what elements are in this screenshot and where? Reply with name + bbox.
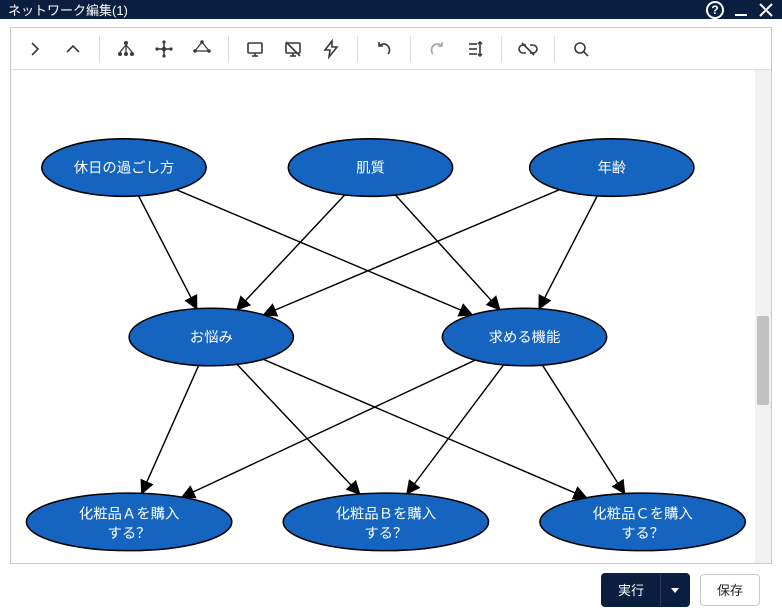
node-age[interactable]: 年齢 [530, 139, 694, 197]
node-label: お悩み [190, 329, 233, 346]
footer: 実行 保存 [10, 564, 772, 616]
edge [237, 364, 360, 494]
node-holiday[interactable]: 休日の過ごし方 [42, 139, 206, 197]
expand-right-icon[interactable] [17, 32, 53, 66]
edge [263, 359, 586, 498]
scrollbar-thumb[interactable] [757, 316, 769, 405]
edge [407, 365, 504, 494]
node-label: する？ [621, 525, 664, 542]
monitor-off-icon[interactable] [275, 32, 311, 66]
run-button[interactable]: 実行 [602, 574, 661, 606]
edge [539, 196, 597, 309]
toolbar-separator [501, 36, 502, 62]
node-buyB[interactable]: 化粧品Ｂを購入する？ [283, 493, 488, 551]
vertical-scrollbar[interactable] [755, 70, 771, 563]
node-label: 肌質 [356, 158, 385, 176]
edge [139, 196, 197, 309]
titlebar-controls: ? [706, 1, 774, 19]
window-title: ネットワーク編集(1) [8, 0, 706, 19]
node-label: 休日の過ごし方 [74, 159, 175, 176]
edge [542, 365, 624, 493]
toolbar [11, 28, 771, 70]
edge [237, 195, 345, 310]
list-settings-icon[interactable] [457, 32, 493, 66]
node-label: する？ [364, 525, 407, 542]
run-dropdown-button[interactable] [661, 574, 689, 606]
node-skin[interactable]: 肌質 [288, 139, 452, 197]
run-button-group: 実行 [601, 573, 690, 607]
node-label: 求める機能 [489, 329, 561, 346]
node-label: 化粧品Ａを購入 [79, 505, 180, 522]
node-feature[interactable]: 求める機能 [442, 308, 606, 366]
app-window: ネットワーク編集(1) ? [0, 0, 782, 598]
node-buyC[interactable]: 化粧品Ｃを購入する？ [540, 493, 745, 551]
tree-layout-icon[interactable] [108, 32, 144, 66]
graph-canvas[interactable]: 休日の過ごし方肌質年齢お悩み求める機能化粧品Ａを購入する？化粧品Ｂを購入する？化… [11, 70, 771, 563]
toolbar-separator [99, 36, 100, 62]
search-icon[interactable] [563, 32, 599, 66]
edge [182, 360, 475, 497]
link-off-icon[interactable] [510, 32, 546, 66]
node-label: 化粧品Ｂを購入 [336, 505, 437, 522]
edge [142, 365, 199, 493]
edge [176, 190, 472, 315]
node-label: 年齢 [597, 159, 626, 176]
node-concern[interactable]: お悩み [129, 308, 293, 366]
network-svg: 休日の過ごし方肌質年齢お悩み求める機能化粧品Ａを購入する？化粧品Ｂを購入する？化… [11, 70, 771, 563]
expand-up-icon[interactable] [55, 32, 91, 66]
monitor-icon[interactable] [237, 32, 273, 66]
minimize-icon[interactable] [734, 3, 748, 17]
bolt-icon[interactable] [313, 32, 349, 66]
toolbar-separator [228, 36, 229, 62]
save-button[interactable]: 保存 [700, 574, 760, 606]
close-icon[interactable] [758, 2, 774, 18]
polygon-layout-icon[interactable] [184, 32, 220, 66]
toolbar-separator [410, 36, 411, 62]
titlebar: ネットワーク編集(1) ? [0, 0, 782, 19]
toolbar-separator [554, 36, 555, 62]
help-icon[interactable]: ? [706, 1, 724, 19]
node-label: 化粧品Ｃを購入 [592, 505, 693, 522]
node-label: する？ [108, 525, 151, 542]
redo-icon[interactable] [419, 32, 455, 66]
toolbar-separator [357, 36, 358, 62]
node-buyA[interactable]: 化粧品Ａを購入する？ [26, 493, 231, 551]
edge [264, 190, 560, 315]
canvas-frame: 休日の過ごし方肌質年齢お悩み求める機能化粧品Ａを購入する？化粧品Ｂを購入する？化… [10, 27, 772, 564]
star-layout-icon[interactable] [146, 32, 182, 66]
content-area: 休日の過ごし方肌質年齢お悩み求める機能化粧品Ａを購入する？化粧品Ｂを購入する？化… [0, 19, 782, 616]
undo-icon[interactable] [366, 32, 402, 66]
